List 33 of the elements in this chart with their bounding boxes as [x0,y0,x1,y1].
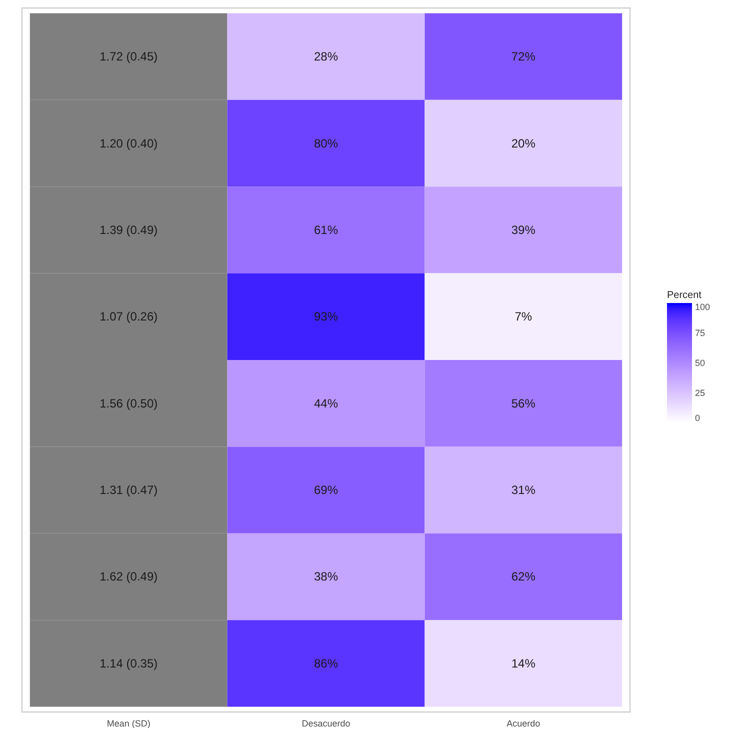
color-bar-label: 25 [695,388,706,398]
text: 1.72 (0.45) [100,50,158,64]
x-tick-label: Acuerdo [506,718,540,728]
data-label: 39% [511,222,536,237]
data-label: 44% [314,396,338,410]
data-label: 56% [511,396,536,410]
data-label: 62% [511,570,536,584]
data-label: 72% [511,50,536,64]
data-label: 31% [511,483,536,498]
data-label: 61% [314,222,338,237]
text: 1.56 (0.50) [100,396,158,410]
data-label: 28% [314,50,338,64]
data-label: 86% [314,656,338,670]
x-tick-label: Mean (SD) [106,718,150,728]
data-label: 80% [314,136,338,150]
text: 1.14 (0.35) [100,656,158,670]
text: 1.07 (0.26) [100,310,158,324]
color-bar-title: Percent [667,290,702,301]
data-label: 38% [314,570,338,584]
data-label: 69% [314,483,338,498]
color-bar-label: 100 [695,302,710,312]
data-label: 7% [514,310,532,324]
text: 1.20 (0.40) [100,136,158,150]
data-label: 14% [511,656,536,670]
color-bar-label: 50 [695,358,706,368]
color-bar-label: 0 [695,413,700,423]
color-bar-label: 75 [695,328,706,338]
text: 1.31 (0.47) [100,483,158,498]
text: 1.62 (0.49) [100,570,158,584]
data-label: 20% [511,136,536,150]
text: 1.39 (0.49) [100,222,158,237]
x-tick-label: Desacuerdo [302,718,350,728]
data-label: 93% [314,310,338,324]
